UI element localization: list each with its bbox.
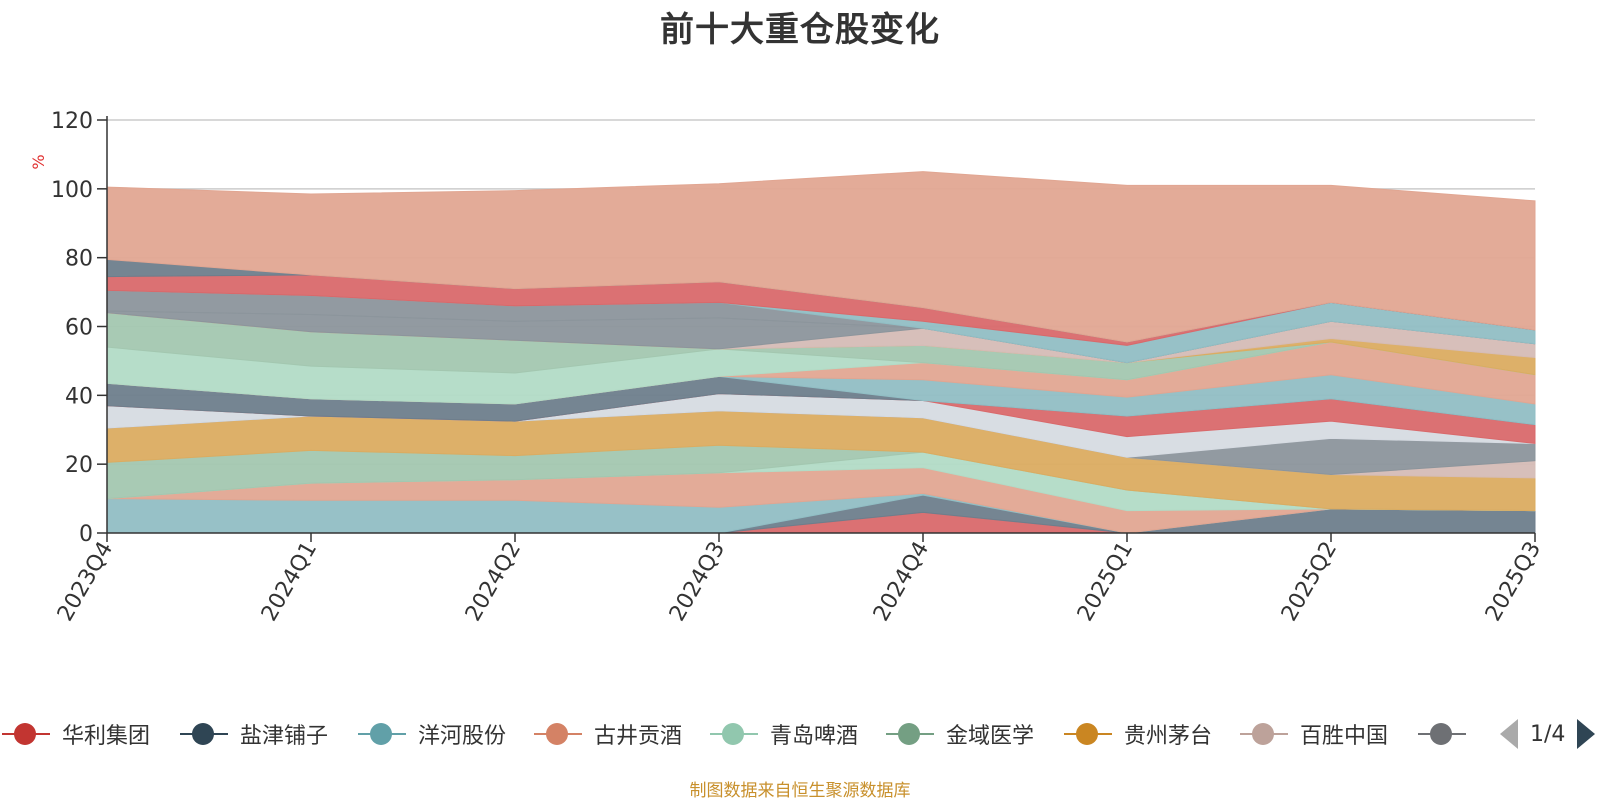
legend-item-label: 百胜中国 (1300, 724, 1389, 749)
legend-marker-icon (1238, 712, 1290, 756)
y-axis-tick-label: 20 (65, 453, 93, 478)
legend-pager: 1/4 (1500, 712, 1596, 756)
legend-item[interactable]: 古井贡酒 (532, 712, 682, 756)
x-axis-tick-label: 2025Q3 (1481, 538, 1546, 626)
legend-item-label: 贵州茅台 (1124, 724, 1213, 749)
x-axis-tick-label: 2024Q3 (665, 538, 730, 626)
y-axis-tick-label: 100 (51, 178, 93, 203)
x-axis-tick-label: 2024Q4 (869, 538, 934, 626)
legend-item[interactable]: 华利集团 (0, 712, 150, 756)
y-axis-tick-label: 0 (79, 522, 93, 547)
legend-next-page-icon[interactable] (1577, 719, 1596, 749)
y-axis-unit-label: % (29, 154, 48, 169)
y-axis-tick-label: 120 (51, 109, 93, 134)
chart-plot-area: 0 20 40 60 80 100 120 2023Q4 2024Q1 2024Q2 2024Q3 2… (29, 109, 1546, 626)
legend-item[interactable]: 金域医学 (884, 712, 1034, 756)
legend-marker-icon (0, 712, 52, 756)
x-axis-tick-label: 2025Q1 (1073, 538, 1138, 626)
legend-page-indicator: 1/4 (1530, 721, 1566, 747)
y-axis-tick-label: 60 (65, 316, 93, 341)
legend-marker-icon (1416, 712, 1468, 756)
legend-item-label: 盐津铺子 (240, 724, 329, 749)
x-axis-tick-label: 2025Q2 (1277, 538, 1342, 626)
legend-item[interactable]: 盐津铺子 (178, 712, 328, 756)
x-axis-tick-label: 2024Q2 (461, 538, 526, 626)
y-axis-tick-label: 40 (65, 384, 93, 409)
legend-item-label: 华利集团 (62, 724, 151, 749)
y-axis-tick-label: 80 (65, 247, 93, 272)
legend-marker-icon (532, 712, 584, 756)
legend-marker-icon (1062, 712, 1114, 756)
legend-item[interactable]: 洋河股份 (356, 712, 506, 756)
stacked-areas (106, 171, 1536, 534)
legend: 华利集团 盐津铺子 洋河股份 古井贡酒 青岛啤酒 金域医学 贵州茅台 百胜中国 中国海油 (0, 712, 1600, 756)
legend-marker-icon (708, 712, 760, 756)
area-series-其他[interactable] (106, 171, 1536, 343)
legend-item[interactable]: 中国海油 (1416, 712, 1472, 756)
x-axis-tick-label: 2024Q1 (257, 538, 322, 626)
legend-item-label: 金域医学 (946, 724, 1035, 749)
chart-title: 前十大重仓股变化 (660, 10, 940, 50)
legend-item-label: 洋河股份 (418, 724, 507, 749)
source-note: 制图数据来自恒生聚源数据库 (689, 781, 911, 801)
legend-item-label: 古井贡酒 (594, 724, 683, 749)
legend-marker-icon (884, 712, 936, 756)
legend-prev-page-icon[interactable] (1500, 719, 1518, 749)
legend-marker-icon (356, 712, 408, 756)
legend-item[interactable]: 贵州茅台 (1062, 712, 1212, 756)
legend-marker-icon (178, 712, 230, 756)
legend-item[interactable]: 青岛啤酒 (708, 712, 858, 756)
x-axis-tick-label: 2023Q4 (53, 538, 118, 626)
legend-item[interactable]: 百胜中国 (1238, 712, 1388, 756)
legend-item-label: 青岛啤酒 (770, 724, 859, 749)
